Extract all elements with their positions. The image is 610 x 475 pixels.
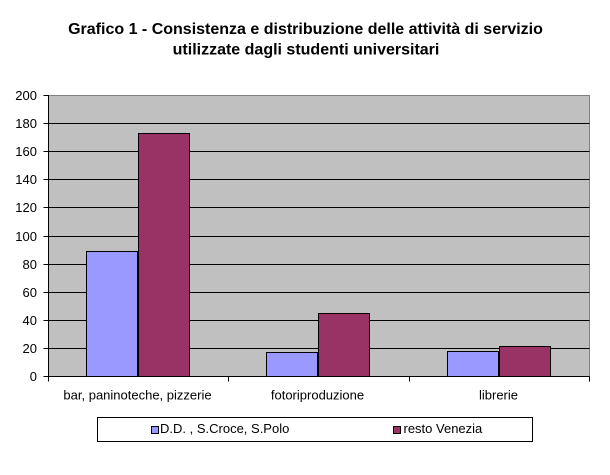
svg-text:40: 40 — [23, 313, 37, 328]
svg-text:D.D. , S.Croce, S.Polo: D.D. , S.Croce, S.Polo — [160, 421, 289, 436]
svg-text:80: 80 — [23, 257, 37, 272]
svg-text:librerie: librerie — [479, 388, 518, 403]
svg-text:120: 120 — [15, 200, 37, 215]
svg-text:20: 20 — [23, 341, 37, 356]
svg-text:180: 180 — [15, 116, 37, 131]
svg-text:100: 100 — [15, 229, 37, 244]
svg-text:160: 160 — [15, 144, 37, 159]
svg-text:utilizzate dagli studenti univ: utilizzate dagli studenti universitari — [173, 42, 440, 59]
svg-text:140: 140 — [15, 172, 37, 187]
svg-text:bar, paninoteche, pizzerie: bar, paninoteche, pizzerie — [63, 388, 211, 403]
svg-text:60: 60 — [23, 285, 37, 300]
svg-text:200: 200 — [15, 88, 37, 103]
svg-text:Grafico 1 - Consistenza e dist: Grafico 1 - Consistenza e distribuzione … — [68, 21, 543, 38]
svg-text:fotoriproduzione: fotoriproduzione — [271, 388, 364, 403]
svg-text:0: 0 — [30, 369, 37, 384]
svg-text:resto Venezia: resto Venezia — [404, 421, 484, 436]
